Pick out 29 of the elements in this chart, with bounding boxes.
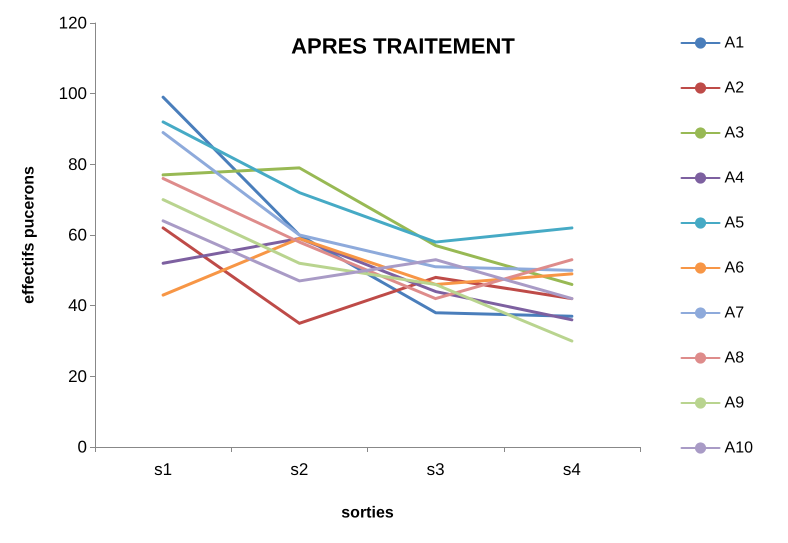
- legend-label: A1: [724, 34, 744, 52]
- line-series: [162, 131, 574, 272]
- legend-label: A9: [724, 394, 744, 412]
- y-tick-label: 100: [58, 84, 87, 104]
- y-tick-label: 120: [58, 14, 87, 32]
- legend-label: A6: [724, 260, 744, 276]
- legend-label: A2: [724, 80, 744, 96]
- text: APRES TRAITEMENT: [291, 34, 516, 58]
- legend-label: A4: [724, 170, 744, 186]
- line-series: [162, 198, 574, 342]
- x-tick-label: s3: [426, 460, 445, 479]
- legend-label: A3: [724, 124, 744, 142]
- line-series: [162, 120, 574, 244]
- line-series: [162, 176, 574, 300]
- y-tick-label: 0: [78, 438, 87, 456]
- legend-label: A7: [724, 304, 744, 322]
- x-tick-label: s2: [290, 460, 308, 479]
- x-tick-label: s4: [562, 460, 581, 479]
- y-axis-title: effectifs pucerons: [20, 166, 38, 304]
- legend-label: A10: [724, 440, 754, 456]
- y-tick-label: 80: [68, 154, 87, 174]
- y-tick-label: 60: [68, 226, 87, 244]
- legend-label: A5: [724, 214, 744, 232]
- x-tick-label: s1: [154, 460, 172, 479]
- legend-label: A8: [724, 350, 744, 366]
- x-axis-title: sorties: [341, 504, 394, 522]
- line-series: [162, 219, 574, 300]
- y-tick-label: 20: [68, 366, 87, 386]
- y-tick-label: 40: [68, 296, 87, 316]
